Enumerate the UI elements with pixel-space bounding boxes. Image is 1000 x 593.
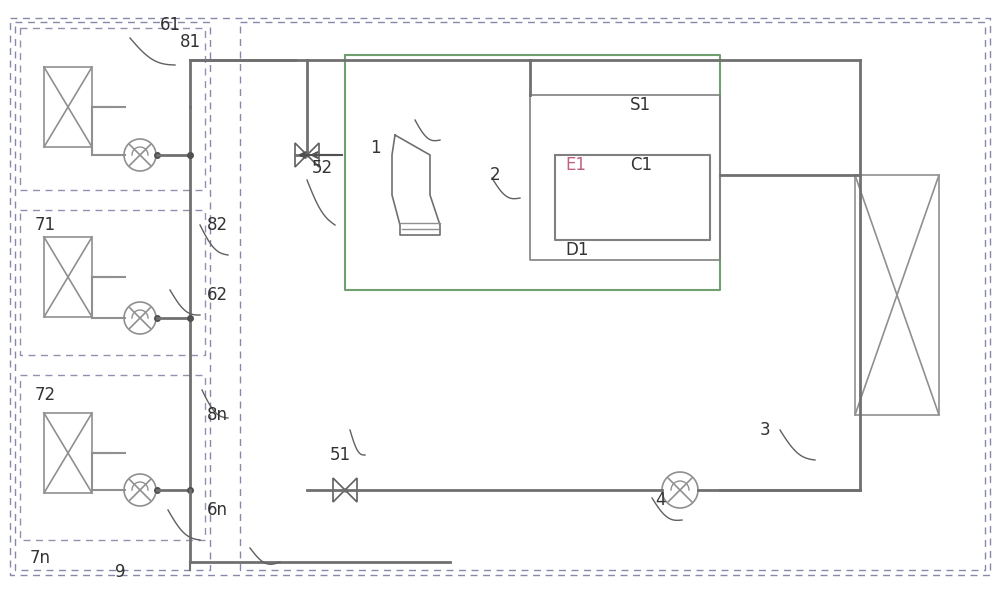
Text: 71: 71 bbox=[35, 216, 56, 234]
Text: 9: 9 bbox=[115, 563, 126, 581]
Text: 51: 51 bbox=[330, 446, 351, 464]
Text: 72: 72 bbox=[35, 386, 56, 404]
Text: 2: 2 bbox=[490, 166, 501, 184]
Text: 81: 81 bbox=[180, 33, 201, 51]
Text: S1: S1 bbox=[630, 96, 651, 114]
Text: E1: E1 bbox=[565, 156, 586, 174]
Text: 61: 61 bbox=[160, 16, 181, 34]
Text: 7n: 7n bbox=[30, 549, 51, 567]
Text: 82: 82 bbox=[207, 216, 228, 234]
Text: 52: 52 bbox=[312, 159, 333, 177]
Text: 4: 4 bbox=[655, 491, 666, 509]
Text: 8n: 8n bbox=[207, 406, 228, 424]
Text: 62: 62 bbox=[207, 286, 228, 304]
Text: D1: D1 bbox=[565, 241, 588, 259]
Text: 3: 3 bbox=[760, 421, 771, 439]
Text: C1: C1 bbox=[630, 156, 652, 174]
Text: 6n: 6n bbox=[207, 501, 228, 519]
Text: 1: 1 bbox=[370, 139, 381, 157]
